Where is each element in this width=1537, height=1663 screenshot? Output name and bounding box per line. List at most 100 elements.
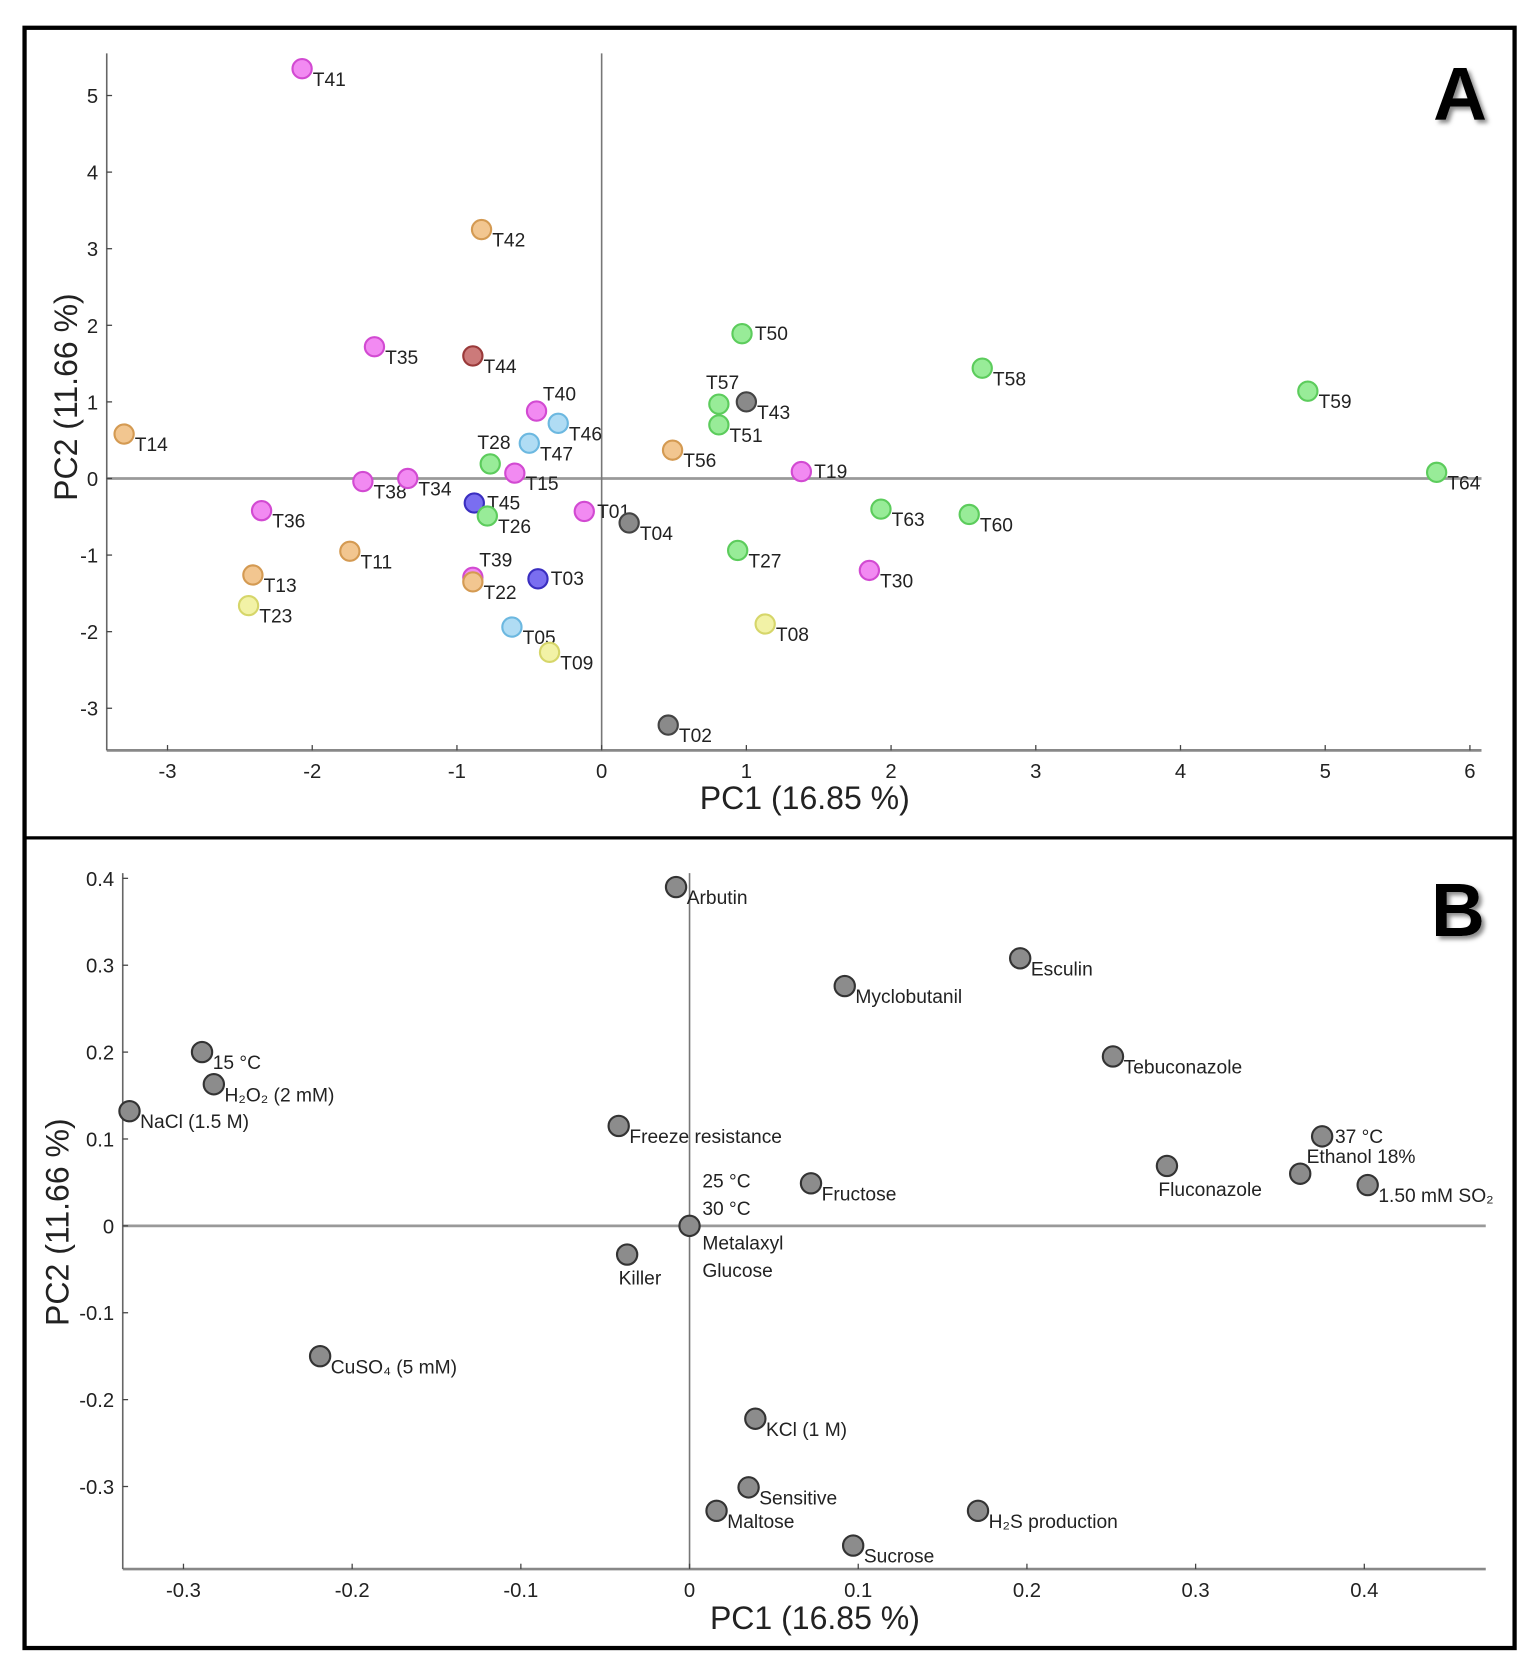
data-point (504, 462, 526, 484)
x-tick-label: 2 (885, 761, 896, 783)
y-axis-title: PC2 (11.66 %) (39, 1118, 75, 1326)
point-label: H₂S production (989, 1512, 1118, 1533)
y-tick-label: -0.1 (79, 1303, 114, 1325)
point-label: T27 (748, 552, 781, 573)
point-label: Metalaxyl (702, 1233, 783, 1254)
y-tick-label: 5 (87, 86, 98, 108)
point-label: T30 (880, 571, 913, 592)
data-point (363, 336, 386, 358)
point-label: 30 °C (702, 1199, 750, 1220)
point-label: Fluconazole (1158, 1180, 1262, 1201)
x-tick-label: 1 (741, 761, 752, 783)
point-label: KCl (1 M) (766, 1420, 847, 1441)
data-point (705, 1499, 728, 1523)
point-label: 37 °C (1335, 1127, 1383, 1148)
y-tick-label: 0.4 (86, 869, 114, 891)
data-point (833, 974, 856, 998)
y-tick-label: 0.3 (86, 956, 114, 978)
x-tick-label: -1 (448, 761, 466, 783)
data-point (618, 512, 640, 534)
x-tick-label: 0 (596, 761, 607, 783)
data-point (190, 1040, 214, 1064)
point-label: T59 (1319, 392, 1352, 413)
x-tick-label: 0.4 (1350, 1580, 1378, 1602)
data-point (958, 503, 980, 526)
y-tick-label: -1 (80, 546, 98, 568)
data-point (708, 393, 730, 415)
point-label: T09 (560, 653, 593, 674)
point-label: 15 °C (213, 1053, 261, 1074)
point-label: T26 (498, 517, 531, 538)
point-label: Fructose (822, 1184, 897, 1205)
point-label: T36 (272, 512, 305, 533)
point-label: CuSO₄ (5 mM) (331, 1357, 457, 1378)
data-point (339, 540, 361, 562)
point-label: T23 (259, 607, 292, 628)
x-tick-label: 0 (684, 1580, 695, 1602)
data-point (547, 412, 569, 435)
x-tick-label: -3 (158, 761, 176, 783)
data-point (754, 613, 776, 635)
panel-a: -3 -2 -1 0 1 2 3 4 5 6 -3 -2 -1 0 1 2 3 4 5 PC1 (16.85 %) PC… (48, 52, 1487, 817)
data-point (1297, 380, 1319, 402)
point-label: T39 (479, 551, 512, 572)
data-point (735, 391, 758, 413)
data-point (858, 559, 881, 582)
data-point (841, 1534, 865, 1557)
data-point (308, 1344, 332, 1368)
y-tick-label: 0.2 (86, 1043, 114, 1065)
point-label: T08 (776, 625, 809, 646)
point-label: NaCl (1.5 M) (140, 1112, 249, 1133)
panel-b: -0.3 -0.2 -0.1 0 0.1 0.2 0.3 0.4 -0.3 -0.2 -0.1 0 0.… (39, 868, 1493, 1636)
data-point (727, 539, 749, 562)
x-axis-title: PC1 (16.85 %) (710, 1600, 920, 1636)
data-point (657, 714, 679, 736)
data-point (615, 1243, 639, 1266)
data-point (462, 571, 484, 593)
data-point (708, 414, 730, 436)
x-tick-label: 5 (1320, 761, 1331, 783)
data-point (573, 500, 595, 523)
y-tick-label: 0 (103, 1216, 114, 1238)
data-point (525, 400, 548, 422)
panel-letter: A (1433, 52, 1487, 136)
y-tick-label: 4 (87, 163, 98, 185)
point-label: Tebuconazole (1124, 1058, 1243, 1079)
data-point (1288, 1162, 1312, 1185)
point-label: Killer (619, 1268, 662, 1289)
data-point (737, 1476, 760, 1499)
point-label: Maltose (727, 1512, 794, 1533)
x-tick-label: -0.2 (335, 1580, 370, 1602)
x-tick-label: -0.1 (503, 1580, 538, 1602)
y-tick-label: -0.2 (79, 1390, 114, 1412)
data-point (1101, 1045, 1125, 1068)
data-point (607, 1114, 630, 1138)
data-point (744, 1407, 767, 1430)
data-point (731, 323, 753, 345)
point-label: Arbutin (687, 888, 748, 909)
point-label: T50 (755, 324, 788, 345)
point-label: T40 (543, 384, 576, 405)
point-label: T63 (892, 510, 925, 531)
point-label: T34 (418, 480, 451, 501)
point-label: T43 (757, 403, 790, 424)
panel-letter: B (1431, 868, 1485, 952)
x-tick-label: -0.3 (166, 1580, 201, 1602)
data-point (518, 432, 540, 454)
point-label: T42 (492, 231, 525, 252)
point-label: T58 (993, 369, 1026, 390)
point-label: T15 (525, 474, 558, 495)
point-label: 25 °C (702, 1171, 750, 1192)
data-point (1155, 1154, 1179, 1178)
point-label: Myclobutanil (855, 987, 962, 1008)
point-label: T57 (706, 373, 739, 394)
data-point (291, 58, 313, 80)
x-tick-label: 4 (1175, 761, 1186, 783)
point-label: T13 (264, 576, 297, 597)
data-point (118, 1099, 141, 1123)
data-point (1425, 461, 1448, 484)
point-label: H₂O₂ (2 mM) (225, 1085, 335, 1106)
point-label: Esculin (1031, 959, 1093, 980)
data-point (664, 875, 688, 899)
y-tick-label: -3 (80, 699, 98, 721)
